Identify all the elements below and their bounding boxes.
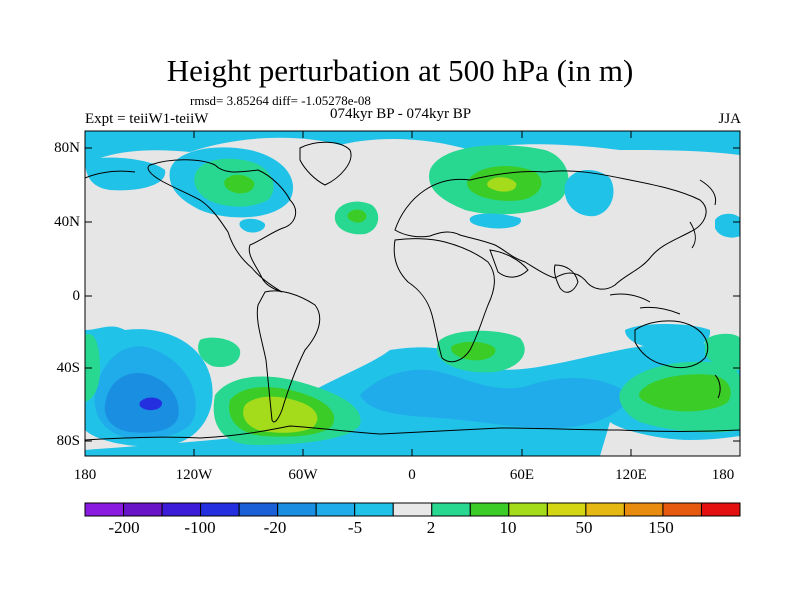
contour-region (600, 422, 740, 456)
contour-region (564, 169, 614, 217)
lat-label: 0 (72, 288, 81, 304)
lat-label: 40N (54, 214, 80, 230)
colorbar-label: 2 (426, 518, 436, 537)
contour-region (360, 369, 630, 429)
colorbar-swatch (161, 502, 202, 517)
contour-region (85, 334, 100, 402)
stats-label: rmsd= 3.85264 diff= -1.05278e-08 (190, 93, 371, 108)
contour-region (705, 333, 740, 371)
colorbar-label: -100 (184, 518, 216, 537)
lon-label: 180 (73, 467, 97, 483)
contour-region (85, 131, 740, 165)
lon-label: 180 (711, 467, 735, 483)
lon-label: 0 (408, 467, 416, 483)
lon-label: 120W (175, 467, 213, 483)
contour-region (639, 374, 731, 412)
lat-label: 80S (56, 433, 80, 449)
contour-region (469, 213, 521, 229)
colorbar-swatch (123, 502, 163, 517)
contour-region (347, 209, 367, 223)
colorbar-swatch (662, 502, 702, 517)
colorbar-label: 10 (499, 518, 517, 537)
colorbar-swatch (84, 502, 125, 517)
contour-region (224, 174, 255, 194)
lon-label: 60W (288, 467, 318, 483)
colorbar-swatch (277, 502, 317, 517)
lon-label: 120E (615, 467, 647, 483)
contour-region (487, 177, 517, 192)
colorbar-label: -20 (263, 518, 287, 537)
colorbar-swatch (238, 502, 279, 517)
coastlines (85, 141, 740, 441)
colorbar-swatch (585, 502, 625, 517)
colorbar-label: 50 (575, 518, 593, 537)
colorbar (84, 502, 741, 517)
lon-label: 60E (509, 467, 535, 483)
map-title: Height perturbation at 500 hPa (in m) (166, 53, 634, 88)
contour-region (139, 397, 163, 411)
colorbar-label: 150 (648, 518, 674, 537)
colorbar-label: -5 (347, 518, 363, 537)
colorbar-swatch (392, 502, 433, 517)
colorbar-swatch (508, 502, 548, 517)
colorbar-label: -200 (108, 518, 140, 537)
colorbar-swatch (354, 502, 394, 517)
colorbar-swatch (200, 502, 240, 517)
colorbar-swatch (623, 502, 664, 517)
axis-ticks (84, 131, 741, 456)
colorbar-swatch (469, 502, 510, 517)
season-label: JJA (718, 111, 741, 127)
height-field (85, 131, 740, 456)
contour-region (451, 341, 496, 361)
contour-region (715, 213, 740, 238)
lat-label: 80N (54, 140, 80, 156)
colorbar-swatch (431, 502, 471, 517)
colorbar-swatch (546, 502, 587, 517)
lat-label: 40S (56, 360, 80, 376)
colorbar-swatch (700, 502, 741, 517)
contour-region (198, 337, 241, 368)
contour-region (239, 218, 266, 233)
colorbar-swatch (315, 502, 356, 517)
contour-region (85, 157, 166, 191)
experiment-label: Expt = teiiW1-teiiW (85, 111, 209, 127)
period-label: 074kyr BP - 074kyr BP (330, 106, 472, 122)
